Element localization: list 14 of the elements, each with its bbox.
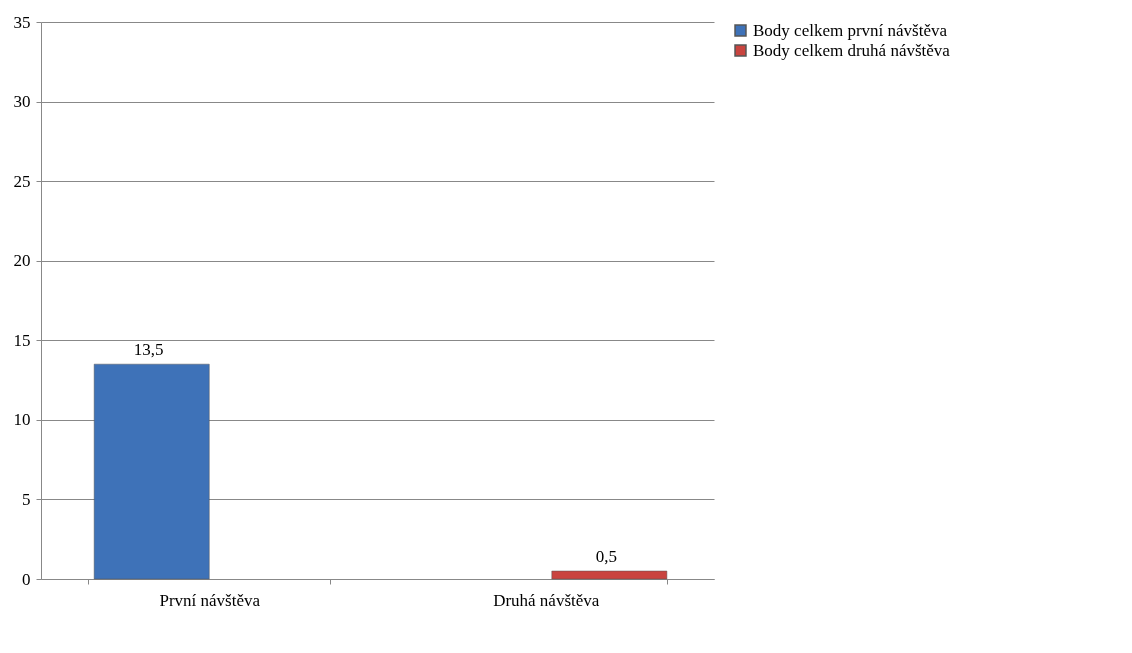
legend-label: Body celkem první návštěva <box>753 20 948 40</box>
x-tick-label: První návštěva <box>159 590 261 610</box>
y-tick-label: 15 <box>13 330 31 350</box>
y-tick-label: 20 <box>13 251 31 271</box>
y-tick-label: 10 <box>13 410 31 430</box>
y-tick-label: 30 <box>13 92 31 112</box>
data-label: 13,5 <box>133 340 164 360</box>
y-tick-label: 5 <box>22 489 31 509</box>
legend-label: Body celkem druhá návštěva <box>753 40 951 60</box>
data-label: 0,5 <box>595 547 617 567</box>
y-tick-label: 35 <box>13 12 31 32</box>
x-tick-label: Druhá návštěva <box>493 590 600 610</box>
y-tick-label: 0 <box>22 569 31 589</box>
y-tick-label: 25 <box>13 171 31 191</box>
